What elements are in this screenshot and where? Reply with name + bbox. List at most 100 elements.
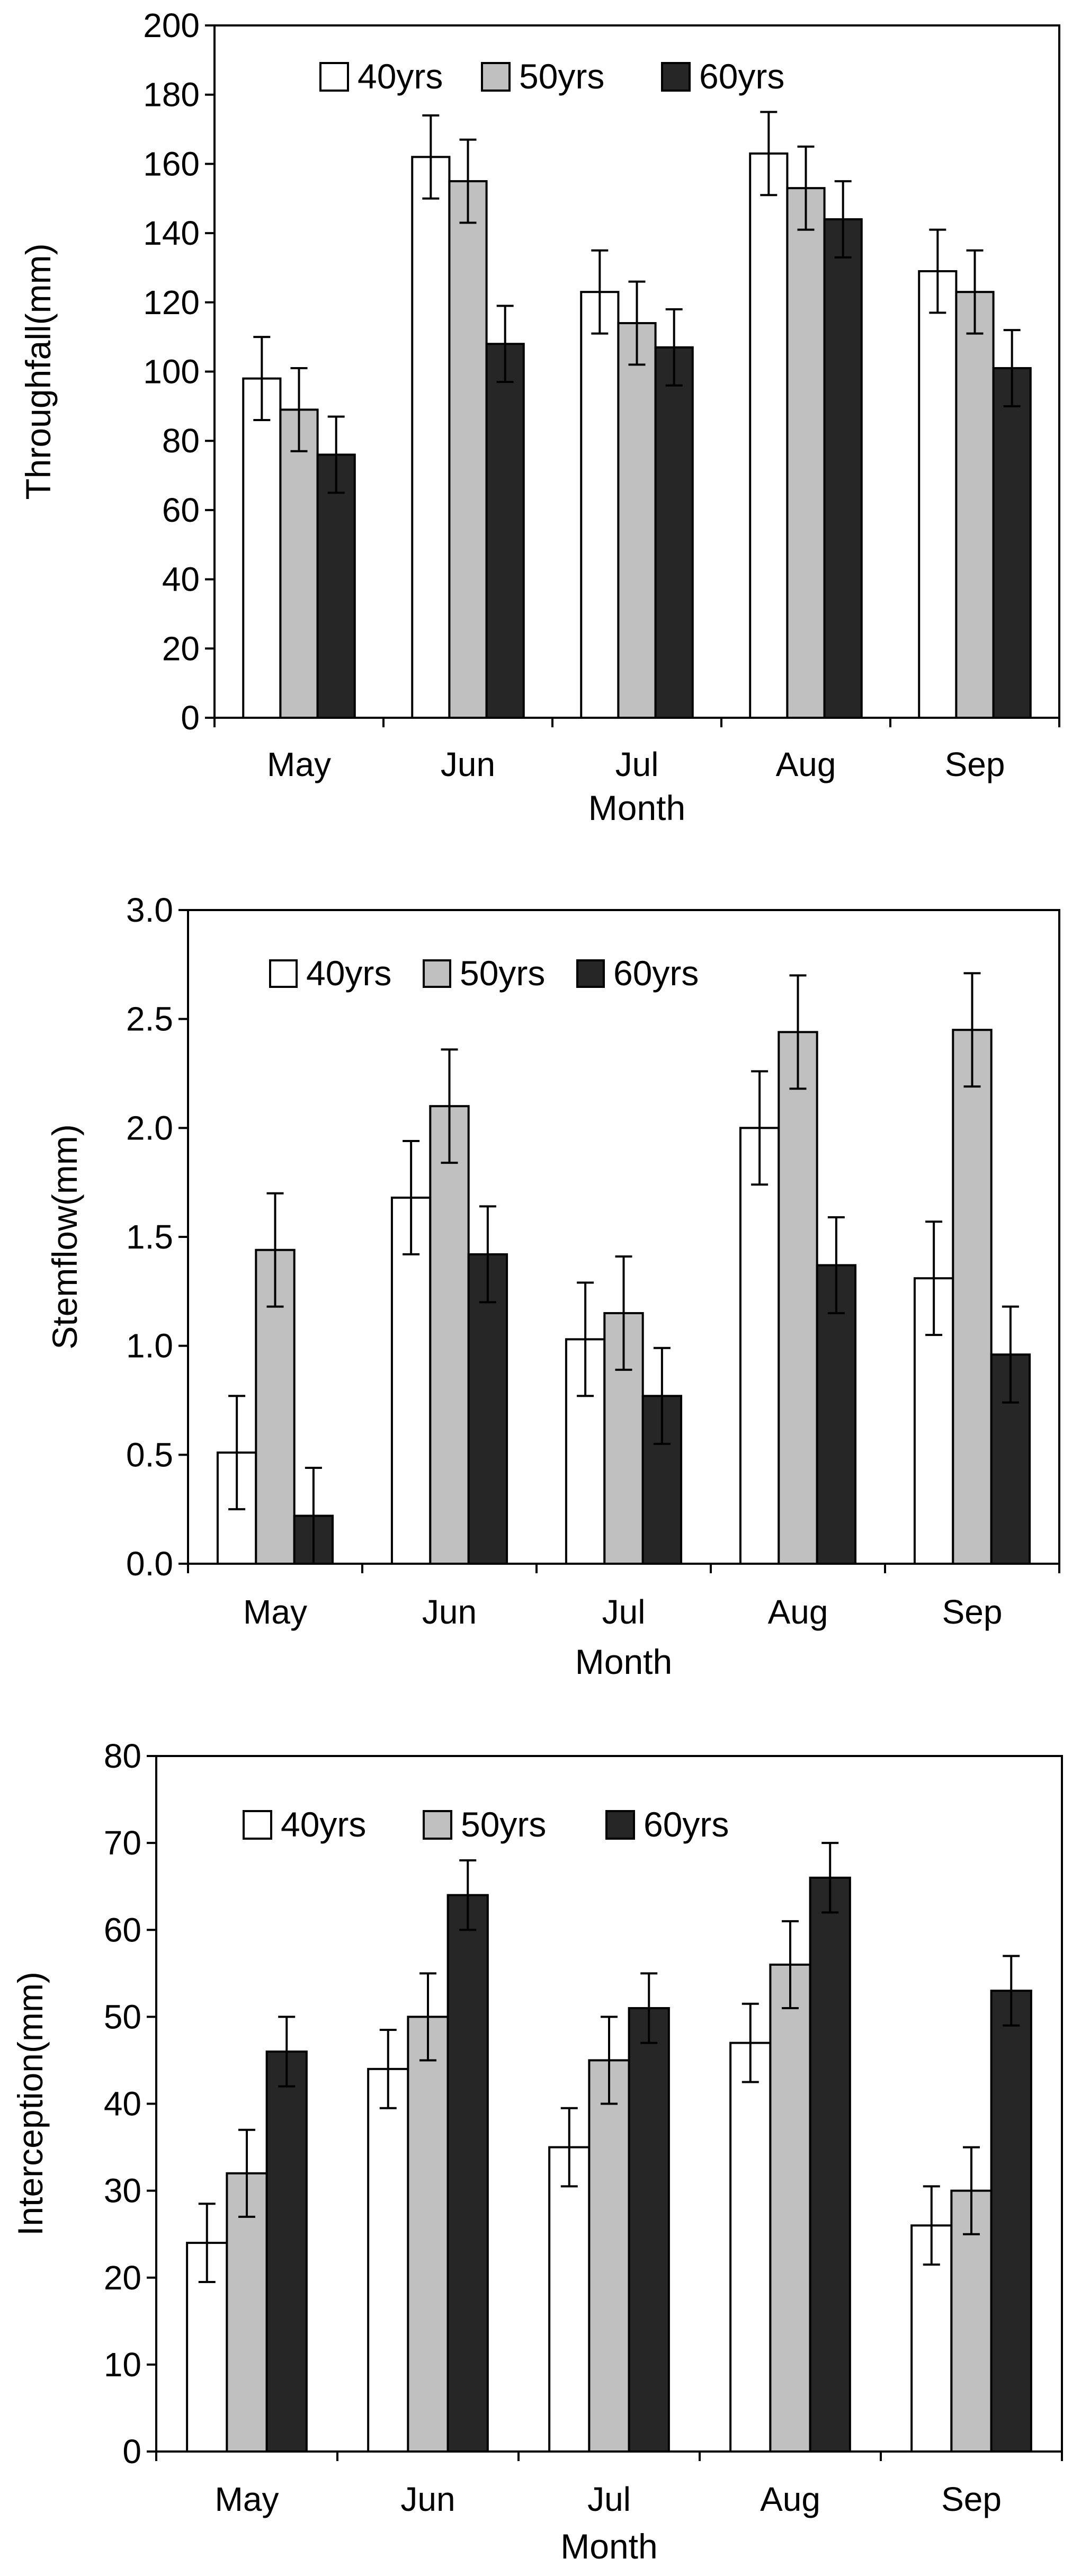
y-tick-label: 30 [104, 2172, 141, 2210]
y-tick-label: 0.0 [126, 1545, 173, 1583]
y-tick-label: 1.0 [126, 1327, 173, 1365]
y-axis-title: Throughfall(mm) [19, 243, 58, 500]
bar-50yrs-Jun [429, 1105, 470, 1565]
y-tick-label: 2.0 [126, 1109, 173, 1147]
y-tick-label: 60 [104, 1911, 141, 1949]
y-tick-label: 50 [104, 1998, 141, 2036]
bar-60yrs-Aug [809, 1876, 851, 2453]
bar-60yrs-May [316, 453, 356, 719]
y-tick-label: 70 [104, 1824, 141, 1862]
legend-label: 50yrs [519, 57, 604, 96]
bar-60yrs-Jul [654, 346, 694, 719]
y-tick-label: 20 [104, 2259, 141, 2297]
bar-50yrs-Aug [769, 1963, 811, 2453]
bar-50yrs-May [279, 408, 319, 719]
bar-40yrs-Jul [580, 291, 620, 719]
bar-60yrs-Sep [990, 1990, 1032, 2453]
bar-60yrs-Jun [446, 1894, 489, 2453]
x-category-label: May [267, 745, 331, 783]
legend-swatch-40yrs [269, 959, 298, 988]
x-category-label: Aug [776, 745, 836, 783]
bar-50yrs-Jun [448, 180, 488, 719]
bar-50yrs-Aug [786, 187, 826, 719]
y-tick-label: 140 [143, 214, 200, 252]
x-category-label: Sep [941, 2480, 1002, 2518]
x-category-label: Aug [760, 2480, 820, 2518]
legend-swatch-40yrs [243, 1810, 272, 1840]
legend-label: 40yrs [306, 953, 391, 993]
bar-40yrs-Jun [367, 2067, 409, 2453]
bar-50yrs-Aug [778, 1031, 818, 1565]
x-category-label: Jun [422, 1593, 477, 1631]
y-tick-label: 60 [162, 491, 200, 529]
bar-60yrs-Aug [823, 218, 863, 719]
legend-label: 50yrs [461, 1805, 546, 1844]
x-category-label: Jul [615, 745, 659, 783]
x-category-label: Jun [441, 745, 495, 783]
bar-40yrs-Aug [749, 152, 789, 719]
x-axis-title: Month [560, 2527, 657, 2566]
y-tick-label: 40 [104, 2085, 141, 2123]
bar-60yrs-Aug [816, 1264, 857, 1565]
legend-swatch-50yrs [423, 959, 451, 988]
y-tick-label: 3.0 [126, 891, 173, 929]
y-tick-label: 2.5 [126, 1000, 173, 1038]
bar-60yrs-Jun [467, 1253, 508, 1565]
legend-label: 40yrs [281, 1805, 366, 1844]
y-tick-label: 120 [143, 283, 200, 322]
x-category-label: May [215, 2480, 279, 2518]
y-tick-label: 200 [143, 6, 200, 44]
legend-swatch-60yrs [605, 1810, 635, 1840]
bar-60yrs-Jun [485, 343, 525, 719]
x-category-label: Jun [400, 2480, 455, 2518]
legend-label: 60yrs [699, 57, 784, 96]
legend-swatch-60yrs [661, 62, 691, 92]
y-axis-title: Stemflow(mm) [45, 1124, 84, 1349]
bar-40yrs-Aug [729, 2042, 772, 2453]
bar-40yrs-Sep [918, 270, 958, 719]
bar-40yrs-Jun [411, 156, 451, 719]
bar-40yrs-May [242, 377, 282, 719]
x-category-label: Aug [768, 1593, 828, 1631]
y-tick-label: 0.5 [126, 1436, 173, 1474]
legend-swatch-60yrs [576, 959, 605, 988]
legend-swatch-50yrs [481, 62, 511, 92]
bar-40yrs-Jul [548, 2146, 591, 2453]
bar-60yrs-Jul [628, 2007, 670, 2453]
y-tick-label: 40 [162, 560, 200, 599]
legend-label: 60yrs [613, 953, 699, 993]
y-tick-label: 100 [143, 353, 200, 391]
chart-3: 0 10 20 30 40 50 60 70 80 May Jun Jul Aug Sep 40yrs 50y… [11, 1737, 1063, 2566]
bar-50yrs-Sep [952, 1029, 993, 1565]
bar-60yrs-May [265, 2051, 308, 2453]
y-tick-label: 1.5 [126, 1218, 173, 1256]
bar-50yrs-Jul [617, 322, 657, 719]
y-tick-label: 20 [162, 629, 200, 667]
y-tick-label: 0 [122, 2432, 141, 2471]
legend-swatch-40yrs [319, 62, 349, 92]
y-tick-label: 160 [143, 145, 200, 183]
bar-50yrs-Jun [407, 2016, 449, 2453]
y-tick-label: 10 [104, 2346, 141, 2384]
x-axis-title: Month [588, 788, 685, 827]
x-axis-title: Month [575, 1642, 672, 1681]
legend-label: 50yrs [460, 953, 545, 993]
chart-2: 0.0 0.5 1.0 1.5 2.0 2.5 3.0 May Jun Jul Aug Sep 40yr… [45, 891, 1060, 1681]
legend-label: 60yrs [644, 1805, 729, 1844]
x-category-label: Jul [602, 1593, 646, 1631]
legend-swatch-50yrs [423, 1810, 452, 1840]
bar-50yrs-Jul [588, 2059, 630, 2453]
chart-1: 0 20 40 60 80 100 120 140 160 180 200 May Jun Jul Aug S… [19, 6, 1060, 827]
y-tick-label: 80 [162, 422, 200, 460]
x-category-label: Jul [587, 2480, 631, 2518]
x-category-label: May [243, 1593, 307, 1631]
bar-50yrs-May [255, 1249, 296, 1565]
bar-40yrs-Aug [739, 1127, 780, 1565]
x-category-label: Sep [942, 1593, 1003, 1631]
bar-50yrs-Sep [955, 291, 995, 719]
y-tick-label: 80 [104, 1737, 141, 1775]
y-tick-label: 180 [143, 76, 200, 114]
y-axis-title: Interception(mm) [11, 1972, 50, 2236]
legend-label: 40yrs [358, 57, 443, 96]
